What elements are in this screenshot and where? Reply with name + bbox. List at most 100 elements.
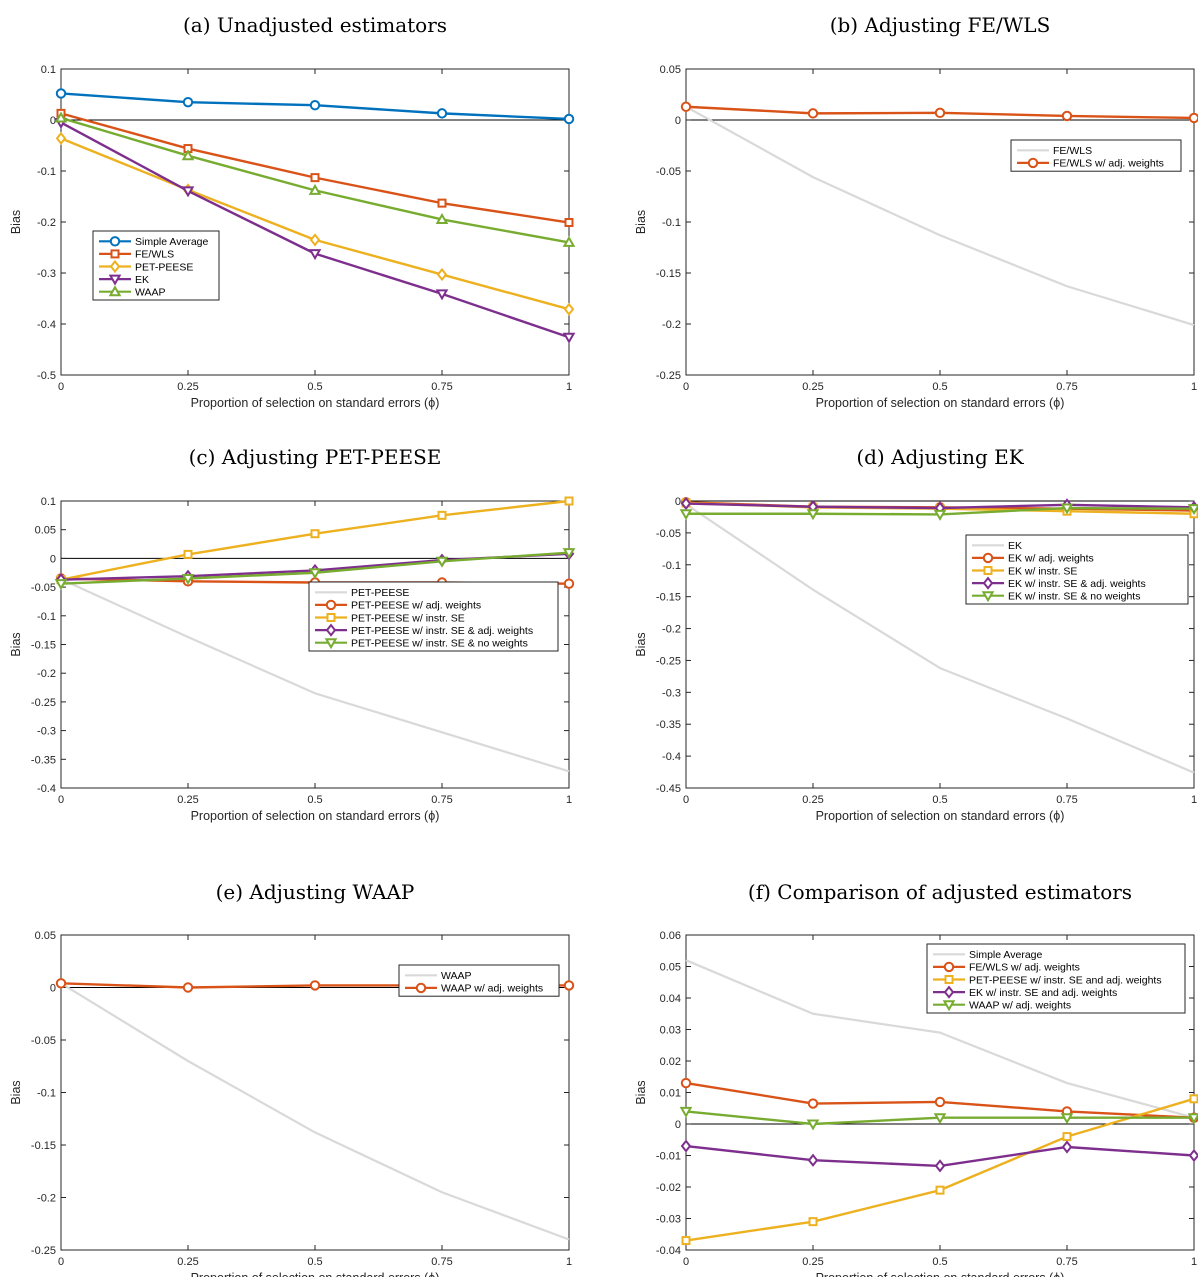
chart-panel-d: (d) Adjusting EK 0 -0.05 -0.1 -0.15 -0.2 -0.25… xyxy=(634,445,1198,823)
data-point-marker xyxy=(563,578,575,589)
data-point-marker xyxy=(563,302,575,316)
data-point-marker xyxy=(564,496,574,506)
y-tick-label: -0.35 xyxy=(31,754,56,766)
legend-marker xyxy=(325,623,337,637)
y-tick-label: 0 xyxy=(675,496,681,508)
legend-label: EK w/ adj. weights xyxy=(1008,553,1094,565)
data-point-marker xyxy=(183,549,193,559)
y-tick-label: -0.1 xyxy=(37,1088,56,1100)
y-axis-label: Bias xyxy=(9,632,23,656)
data-point-marker xyxy=(933,509,947,521)
data-point-marker xyxy=(680,1077,692,1089)
chart-panel-f: (f) Comparison of adjusted estimators 0.0… xyxy=(634,880,1198,1277)
y-axis-label: Bias xyxy=(9,210,23,234)
series-line xyxy=(685,105,1195,327)
data-point-marker xyxy=(435,556,449,568)
data-point-marker xyxy=(563,980,575,991)
y-tick-label: -0.4 xyxy=(662,751,681,763)
y-tick-label: -0.45 xyxy=(656,783,681,795)
y-tick-label: 0.02 xyxy=(660,1056,681,1068)
series-fe-wls-w-adj-weights xyxy=(680,101,1198,124)
x-tick-label: 0 xyxy=(683,794,689,806)
y-tick-label: 0.05 xyxy=(660,962,681,974)
x-tick-label: 0.5 xyxy=(932,794,947,806)
legend-label: EK xyxy=(1008,540,1022,552)
legend-label: PET-PEESE w/ instr. SE xyxy=(351,612,465,624)
y-tick-label: 0.1 xyxy=(41,496,56,508)
y-tick-label: -0.04 xyxy=(656,1245,681,1257)
y-tick-label: -0.2 xyxy=(37,217,56,229)
y-tick-label: -0.3 xyxy=(662,687,681,699)
y-tick-label: 0 xyxy=(50,115,56,127)
y-axis-label: Bias xyxy=(634,1080,648,1104)
x-tick-label: 0 xyxy=(683,1256,689,1268)
series-line xyxy=(60,982,570,1241)
y-tick-label: -0.4 xyxy=(37,319,56,331)
y-tick-label: -0.25 xyxy=(656,655,681,667)
data-point-marker xyxy=(934,1096,946,1108)
x-tick-label: 0.5 xyxy=(932,381,947,393)
data-point-marker xyxy=(54,111,68,123)
legend-marker xyxy=(109,236,121,247)
data-point-marker xyxy=(436,267,448,282)
y-tick-label: 0.01 xyxy=(660,1088,681,1100)
y-tick-label: -0.35 xyxy=(656,719,681,731)
y-tick-label: 0.06 xyxy=(660,930,681,942)
data-point-marker xyxy=(182,982,194,993)
data-point-marker xyxy=(1187,1113,1198,1125)
y-tick-label: -0.1 xyxy=(662,217,681,229)
y-tick-label: -0.2 xyxy=(37,1193,56,1205)
legend-marker xyxy=(943,961,955,973)
y-tick-label: -0.15 xyxy=(656,592,681,604)
x-tick-label: 0.25 xyxy=(802,381,823,393)
x-axis-label: Proportion of selection on standard erro… xyxy=(816,396,1065,410)
legend-label: PET-PEESE w/ instr. SE and adj. weights xyxy=(969,974,1162,986)
series-line xyxy=(60,578,570,773)
x-tick-label: 1 xyxy=(1191,381,1197,393)
y-tick-label: 0 xyxy=(50,553,56,565)
y-tick-label: 0 xyxy=(675,1119,681,1131)
y-tick-label: -0.15 xyxy=(31,640,56,652)
legend-label: EK w/ instr. SE and adj. weights xyxy=(969,987,1117,999)
data-point-marker xyxy=(310,173,320,183)
x-tick-label: 1 xyxy=(566,1256,572,1268)
data-point-marker xyxy=(1188,1148,1198,1163)
series-fe-wls-w-adj-weights xyxy=(680,1077,1198,1123)
legend-label: Simple Average xyxy=(969,949,1043,961)
y-tick-label: -0.15 xyxy=(31,1140,56,1152)
y-tick-label: -0.25 xyxy=(31,697,56,709)
data-point-marker xyxy=(310,529,320,539)
x-tick-label: 0.5 xyxy=(307,794,322,806)
chart-title: (c) Adjusting PET-PEESE xyxy=(189,445,442,469)
legend-label: WAAP xyxy=(441,970,472,982)
y-tick-label: -0.05 xyxy=(656,528,681,540)
y-axis-label: Bias xyxy=(634,632,648,656)
chart-title: (d) Adjusting EK xyxy=(856,445,1024,469)
x-tick-label: 0.75 xyxy=(1056,1256,1077,1268)
data-point-marker xyxy=(934,107,946,119)
y-tick-label: -0.2 xyxy=(37,668,56,680)
data-point-marker xyxy=(1061,110,1073,122)
data-point-marker xyxy=(308,568,322,580)
x-tick-label: 1 xyxy=(1191,794,1197,806)
series-ek xyxy=(685,503,1195,774)
data-point-marker xyxy=(54,579,68,591)
legend-marker xyxy=(108,274,122,286)
y-tick-label: -0.2 xyxy=(662,624,681,636)
x-tick-label: 1 xyxy=(1191,1256,1197,1268)
data-point-marker xyxy=(806,1119,820,1131)
legend-label: EK xyxy=(135,274,149,286)
data-point-marker xyxy=(309,233,321,247)
legend-marker xyxy=(108,285,122,297)
x-tick-label: 0.75 xyxy=(431,1256,452,1268)
y-tick-label: 0 xyxy=(50,983,56,995)
y-tick-label: -0.5 xyxy=(37,370,56,382)
data-point-marker xyxy=(55,131,67,145)
chart-title: (b) Adjusting FE/WLS xyxy=(830,13,1051,37)
y-tick-label: 0.03 xyxy=(660,1025,681,1037)
data-point-marker xyxy=(679,1106,693,1118)
legend-label: PET-PEESE xyxy=(135,261,193,273)
x-tick-label: 0.5 xyxy=(932,1256,947,1268)
data-point-marker xyxy=(309,980,321,991)
series-line xyxy=(685,503,1195,774)
